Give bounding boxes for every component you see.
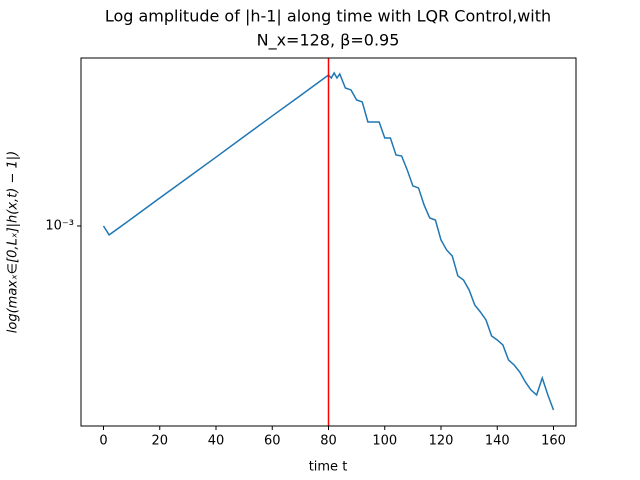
x-tick-label: 40 [208,434,225,449]
chart-title: Log amplitude of |h-1| along time with L… [105,7,551,26]
x-tick-label: 160 [541,434,566,449]
x-tick-label: 20 [151,434,168,449]
line-series [102,71,555,411]
y-axis-label: log(maxₓ∈[0,Lₓ]|h(x,t) − 1|) [6,151,21,333]
x-tick-label: 60 [264,434,281,449]
x-tick-label: 120 [429,434,454,449]
axes-frame [80,57,577,427]
x-axis-label: time t [309,460,348,475]
x-tick-label: 80 [320,434,337,449]
x-tick-label: 100 [372,434,397,449]
chart-title: N_x=128, β=0.95 [257,31,400,51]
x-tick-label: 0 [99,434,107,449]
y-tick-label: 10⁻³ [45,218,74,233]
x-tick-label: 140 [485,434,510,449]
